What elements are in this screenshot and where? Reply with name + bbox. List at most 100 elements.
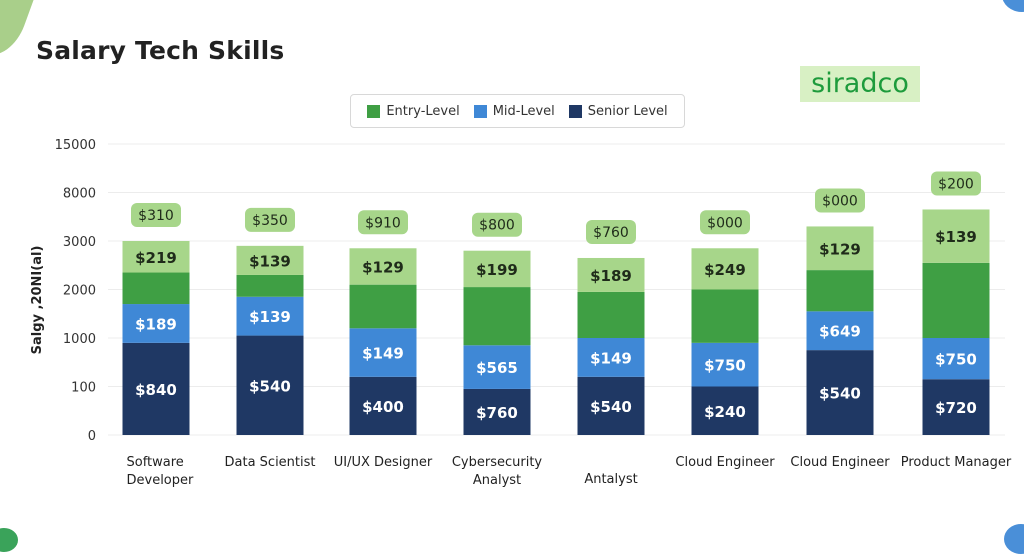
legend-swatch xyxy=(473,104,487,118)
legend-item-entry: Entry-Level xyxy=(367,103,460,119)
legend-item-senior: Senior Level xyxy=(568,103,668,119)
bar-segment xyxy=(577,376,645,435)
top-label-pill xyxy=(931,171,981,196)
bar-value-label: $199 xyxy=(476,261,518,279)
bar-segment xyxy=(691,289,759,343)
top-label-pill xyxy=(815,188,865,213)
bar-value-label: $240 xyxy=(704,403,746,421)
bar-value-label: $540 xyxy=(590,398,632,416)
bar-value-label: $540 xyxy=(819,385,861,403)
y-tick-label: 3000 xyxy=(63,235,96,250)
bar-total-label: $760 xyxy=(593,225,629,241)
bar-value-label: $129 xyxy=(819,240,861,258)
y-axis-label: Salgy ,20NI(al) xyxy=(30,246,45,355)
bar-segment xyxy=(236,335,304,435)
bar-segment xyxy=(122,342,190,435)
x-tick-label: Software xyxy=(127,455,184,470)
x-tick-label: Cloud Engineer xyxy=(790,455,890,470)
x-tick-label: Analyst xyxy=(473,473,521,488)
page-title: Salary Tech Skills xyxy=(36,36,285,65)
legend-label: Mid-Level xyxy=(492,103,555,119)
bar-value-label: $565 xyxy=(476,359,518,377)
bar-segment xyxy=(577,291,645,338)
bar-segment xyxy=(122,241,190,273)
bar-segment xyxy=(922,338,990,380)
bar-value-label: $649 xyxy=(819,323,861,341)
bar-value-label: $189 xyxy=(590,267,632,285)
bar-segment xyxy=(349,376,417,435)
y-tick-label: 2000 xyxy=(63,284,96,299)
top-label-pill xyxy=(245,207,295,232)
bar-segment xyxy=(349,284,417,329)
brand-logo: siradco xyxy=(800,66,920,102)
bar-value-label: $139 xyxy=(249,252,291,270)
bar-segment xyxy=(577,338,645,377)
y-tick-label: 100 xyxy=(71,381,96,396)
x-tick-label: Product Manager xyxy=(901,455,1012,470)
bar-segment xyxy=(122,304,190,343)
bar-value-label: $249 xyxy=(704,261,746,279)
bar-segment xyxy=(691,342,759,387)
bar-value-label: $840 xyxy=(135,381,177,399)
bar-segment xyxy=(577,257,645,292)
bar-segment xyxy=(349,248,417,285)
bar-value-label: $540 xyxy=(249,377,291,395)
bar-segment xyxy=(806,350,874,435)
bar-value-label: $149 xyxy=(362,345,404,363)
x-tick-label: Developer xyxy=(127,473,195,488)
bar-segment xyxy=(463,388,531,435)
bar-segment xyxy=(922,262,990,338)
top-label-pill xyxy=(700,210,750,235)
bar-value-label: $129 xyxy=(362,258,404,276)
bar-segment xyxy=(806,311,874,351)
x-tick-label: UI/UX Designer xyxy=(334,455,433,470)
bar-segment xyxy=(922,209,990,263)
bar-total-label: $350 xyxy=(252,213,288,229)
y-tick-label: 8000 xyxy=(63,187,96,202)
legend-swatch xyxy=(568,104,582,118)
top-label-pill xyxy=(131,203,181,227)
chart-legend: Entry-Level Mid-Level Senior Level xyxy=(350,94,685,128)
bar-value-label: $750 xyxy=(704,357,746,375)
bar-total-label: $000 xyxy=(707,215,743,231)
bar-value-label: $720 xyxy=(935,399,977,417)
bar-segment xyxy=(806,270,874,312)
y-tick-label: 0 xyxy=(88,429,96,444)
bar-segment xyxy=(463,345,531,389)
bar-segment xyxy=(922,379,990,435)
bar-value-label: $139 xyxy=(249,308,291,326)
x-tick-label: Data Scientist xyxy=(225,455,316,470)
bar-segment xyxy=(349,328,417,377)
bar-value-label: $750 xyxy=(935,351,977,369)
bar-total-label: $000 xyxy=(822,193,858,209)
bar-segment xyxy=(122,272,190,305)
bar-value-label: $400 xyxy=(362,398,404,416)
bar-total-label: $910 xyxy=(365,215,401,231)
bar-value-label: $139 xyxy=(935,228,977,246)
bar-value-label: $219 xyxy=(135,249,177,267)
bar-total-label: $200 xyxy=(938,176,974,192)
top-label-pill xyxy=(472,212,522,237)
bar-segment xyxy=(806,226,874,271)
legend-label: Entry-Level xyxy=(386,103,460,119)
bar-segment xyxy=(691,386,759,435)
y-tick-label: 1000 xyxy=(63,332,96,347)
bar-segment xyxy=(236,274,304,297)
bar-segment xyxy=(463,250,531,288)
x-tick-label: Cybersecurity xyxy=(452,455,543,470)
top-label-pill xyxy=(586,219,636,244)
bar-value-label: $189 xyxy=(135,315,177,333)
bar-value-label: $760 xyxy=(476,404,518,422)
legend-swatch xyxy=(367,104,381,118)
legend-item-mid: Mid-Level xyxy=(473,103,555,119)
x-tick-label: Antalyst xyxy=(584,472,637,487)
top-label-pill xyxy=(358,210,408,235)
bar-total-label: $310 xyxy=(138,208,174,224)
legend-label: Senior Level xyxy=(587,103,668,119)
bar-segment xyxy=(236,296,304,336)
bar-value-label: $149 xyxy=(590,349,632,367)
bar-total-label: $800 xyxy=(479,218,515,234)
x-tick-label: Cloud Engineer xyxy=(675,455,775,470)
y-tick-label: 15000 xyxy=(55,138,96,153)
